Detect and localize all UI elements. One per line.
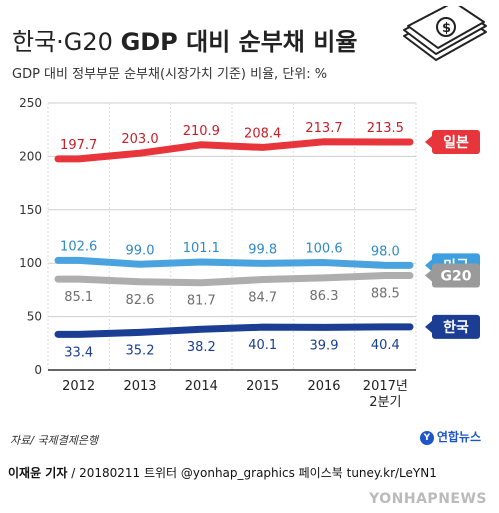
data-label: 101.1 bbox=[183, 241, 220, 256]
legend-pointer bbox=[425, 321, 432, 333]
reporter-name: 이재윤 기자 bbox=[8, 466, 67, 480]
series-line-한국 bbox=[58, 327, 410, 334]
x-tick-label: 2016 bbox=[307, 379, 340, 394]
x-tick-label: 2013 bbox=[123, 379, 156, 394]
data-label: 100.6 bbox=[305, 242, 342, 257]
y-tick-label: 50 bbox=[27, 310, 42, 324]
series-line-미국 bbox=[58, 260, 410, 265]
data-label: 213.7 bbox=[305, 121, 342, 136]
watermark: YONHAPNEWS bbox=[369, 491, 487, 507]
data-label: 88.5 bbox=[371, 286, 400, 301]
y-tick-label: 100 bbox=[19, 256, 42, 270]
x-tick-label: 2015 bbox=[246, 379, 279, 394]
legend-label: 일본 bbox=[443, 135, 469, 151]
legend-label: 한국 bbox=[443, 320, 469, 336]
data-label: 84.7 bbox=[248, 291, 277, 306]
x-tick-label: 2012 bbox=[62, 379, 95, 394]
title-main: 한국·G20 bbox=[12, 28, 121, 56]
data-label: 102.6 bbox=[60, 239, 97, 254]
x-tick-label: 2014 bbox=[185, 379, 218, 394]
chart-title: 한국·G20 GDP 대비 순부채 비율 bbox=[12, 22, 357, 57]
svg-text:$: $ bbox=[442, 21, 451, 36]
data-label: 99.0 bbox=[126, 243, 155, 258]
data-label: 85.1 bbox=[64, 290, 93, 305]
footer-info: / 20180211 트위터 @yonhap_graphics 페이스북 tun… bbox=[67, 466, 436, 480]
line-chart: 0 50 100 150 200 250 2012 2013 2014 2015 2016 2017년… bbox=[0, 88, 499, 428]
data-label: 197.7 bbox=[60, 138, 97, 153]
data-label: 213.5 bbox=[367, 121, 404, 136]
data-label: 98.0 bbox=[371, 244, 400, 259]
data-label: 210.9 bbox=[183, 124, 220, 139]
legend-pointer bbox=[425, 269, 432, 281]
y-tick-label: 250 bbox=[19, 96, 42, 110]
data-label: 39.9 bbox=[310, 338, 339, 353]
footer-credit: 이재윤 기자 / 20180211 트위터 @yonhap_graphics 페… bbox=[8, 464, 437, 481]
y-tick-label: 0 bbox=[34, 363, 42, 377]
money-stack-icon: $ bbox=[400, 6, 490, 66]
data-label: 99.8 bbox=[248, 242, 277, 257]
title-bold: GDP 대비 순부채 비율 bbox=[121, 28, 358, 56]
chart-subtitle: GDP 대비 정부부문 순부채(시장가치 기준) 비율, 단위: % bbox=[12, 63, 327, 82]
data-label: 40.1 bbox=[248, 338, 277, 353]
logo-text: 연합뉴스 bbox=[437, 430, 481, 444]
data-label: 86.3 bbox=[310, 289, 339, 304]
yonhap-logo-icon: Y bbox=[420, 431, 434, 445]
yonhap-logo: Y 연합뉴스 bbox=[420, 428, 481, 445]
data-label: 203.0 bbox=[121, 132, 158, 147]
data-label: 82.6 bbox=[126, 293, 155, 308]
y-tick-label: 200 bbox=[19, 149, 42, 163]
data-label: 38.2 bbox=[187, 340, 216, 355]
data-label: 208.4 bbox=[244, 126, 281, 141]
data-label: 35.2 bbox=[126, 343, 155, 358]
legend-label: G20 bbox=[441, 268, 472, 284]
legend-pointer bbox=[425, 259, 432, 271]
y-tick-label: 150 bbox=[19, 203, 42, 217]
data-label: 81.7 bbox=[187, 294, 216, 309]
source-note: 자료/ 국제결제은행 bbox=[10, 432, 98, 448]
data-label: 40.4 bbox=[371, 338, 400, 353]
data-label: 33.4 bbox=[64, 345, 93, 360]
x-tick-label: 2017년 2분기 bbox=[363, 379, 408, 410]
series-line-G20 bbox=[58, 275, 410, 282]
legend-pointer bbox=[425, 136, 432, 148]
